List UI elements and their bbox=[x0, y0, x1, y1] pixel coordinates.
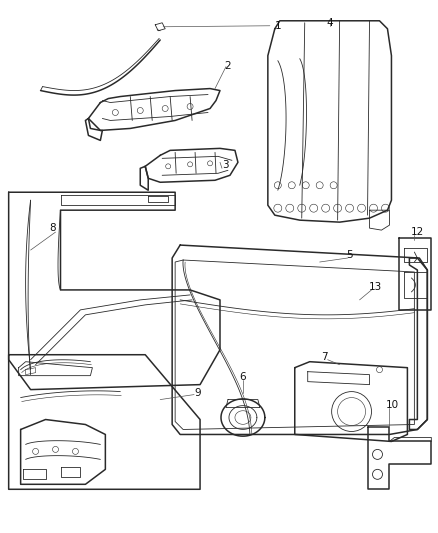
Text: 2: 2 bbox=[225, 61, 231, 71]
Text: 6: 6 bbox=[240, 372, 246, 382]
Text: 5: 5 bbox=[346, 250, 353, 260]
Text: 9: 9 bbox=[195, 387, 201, 398]
Text: 3: 3 bbox=[222, 160, 228, 171]
Text: 7: 7 bbox=[321, 352, 328, 362]
Text: 10: 10 bbox=[386, 400, 399, 409]
Text: 8: 8 bbox=[49, 223, 56, 233]
Text: 1: 1 bbox=[275, 21, 281, 31]
Text: 4: 4 bbox=[326, 18, 333, 28]
Text: 12: 12 bbox=[411, 227, 424, 237]
Text: 13: 13 bbox=[369, 282, 382, 292]
